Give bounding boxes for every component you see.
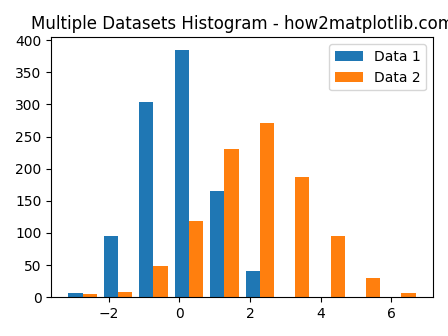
- Title: Multiple Datasets Histogram - how2matplotlib.com: Multiple Datasets Histogram - how2matplo…: [30, 15, 448, 33]
- Bar: [104, 236, 118, 297]
- Legend: Data 1, Data 2: Data 1, Data 2: [329, 44, 426, 90]
- Bar: [224, 150, 238, 297]
- Bar: [118, 292, 132, 297]
- Bar: [189, 221, 203, 297]
- Bar: [139, 102, 154, 297]
- Bar: [175, 50, 189, 297]
- Bar: [246, 271, 260, 297]
- Bar: [331, 236, 345, 297]
- Bar: [366, 278, 380, 297]
- Bar: [210, 191, 224, 297]
- Bar: [401, 293, 416, 297]
- Bar: [295, 177, 310, 297]
- Bar: [69, 293, 82, 297]
- Bar: [260, 123, 274, 297]
- Bar: [82, 294, 97, 297]
- Bar: [154, 266, 168, 297]
